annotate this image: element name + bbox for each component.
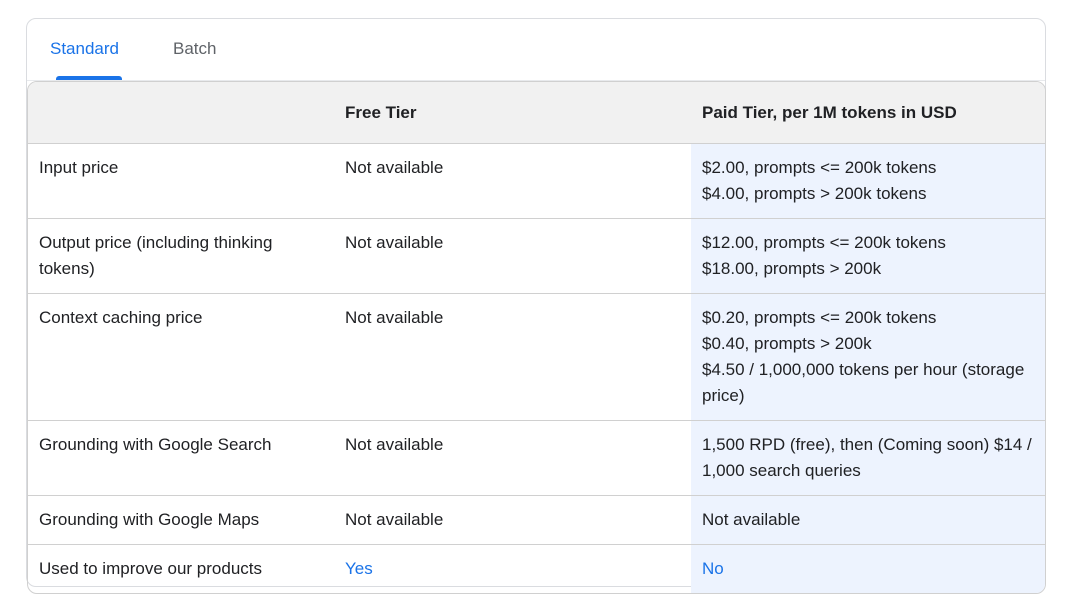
tab-batch[interactable]: Batch xyxy=(173,39,217,58)
table-row: Output price (including thinking tokens)… xyxy=(28,219,1045,294)
row-label: Context caching price xyxy=(28,294,334,421)
row-label: Used to improve our products xyxy=(28,545,334,593)
answer-link[interactable]: No xyxy=(702,559,724,578)
free-tier-cell: Yes xyxy=(334,545,691,593)
cell-text: Not available xyxy=(345,233,444,252)
free-tier-cell: Not available xyxy=(334,294,691,421)
paid-tier-cell: No xyxy=(691,545,1045,593)
cell-text: $0.20, prompts <= 200k tokens xyxy=(702,308,937,327)
header-free-tier: Free Tier xyxy=(334,82,691,144)
table-row: Used to improve our products Yes No xyxy=(28,545,1045,593)
cell-text: $12.00, prompts <= 200k tokens xyxy=(702,233,946,252)
answer-link[interactable]: Yes xyxy=(345,559,373,578)
cell-text: $18.00, prompts > 200k xyxy=(702,259,882,278)
free-tier-cell: Not available xyxy=(334,421,691,496)
cell-text: Not available xyxy=(345,510,444,529)
pricing-card: Standard Batch Free Tier Paid Tier, per … xyxy=(26,18,1046,594)
cell-text: Input price xyxy=(39,158,119,177)
cell-text: Output price (including thinking tokens) xyxy=(39,233,273,278)
cell-text: Not available xyxy=(345,158,444,177)
table-row: Grounding with Google Search Not availabl… xyxy=(28,421,1045,496)
paid-tier-cell: Not available xyxy=(691,496,1045,545)
paid-tier-cell: $2.00, prompts <= 200k tokens $4.00, prom… xyxy=(691,144,1045,219)
paid-tier-cell: $0.20, prompts <= 200k tokens $0.40, prom… xyxy=(691,294,1045,421)
cell-text: Not available xyxy=(702,510,801,529)
cell-text: Context caching price xyxy=(39,308,203,327)
row-label: Grounding with Google Search xyxy=(28,421,334,496)
cell-text: $0.40, prompts > 200k xyxy=(702,334,872,353)
header-paid-tier: Paid Tier, per 1M tokens in USD xyxy=(691,82,1045,144)
tab-standard[interactable]: Standard xyxy=(50,39,119,58)
table-header-row: Free Tier Paid Tier, per 1M tokens in US… xyxy=(28,82,1045,144)
cell-text: Grounding with Google Search xyxy=(39,435,272,454)
header-feature xyxy=(28,82,334,144)
free-tier-cell: Not available xyxy=(334,144,691,219)
pricing-table: Free Tier Paid Tier, per 1M tokens in US… xyxy=(27,81,1046,594)
active-tab-indicator xyxy=(56,76,122,80)
paid-tier-cell: $12.00, prompts <= 200k tokens $18.00, pr… xyxy=(691,219,1045,294)
free-tier-cell: Not available xyxy=(334,219,691,294)
cell-text: Grounding with Google Maps xyxy=(39,510,260,529)
row-label: Output price (including thinking tokens) xyxy=(28,219,334,294)
tab-bar: Standard Batch xyxy=(27,19,1045,81)
cell-text: Not available xyxy=(345,435,444,454)
paid-tier-cell: 1,500 RPD (free), then (Coming soon) $14… xyxy=(691,421,1045,496)
table-row: Context caching price Not available $0.20,… xyxy=(28,294,1045,421)
cell-text: $4.50 / 1,000,000 tokens per hour (stora… xyxy=(702,360,1025,405)
cell-text: Used to improve our products xyxy=(39,559,262,578)
free-tier-cell: Not available xyxy=(334,496,691,545)
row-label: Grounding with Google Maps xyxy=(28,496,334,545)
row-label: Input price xyxy=(28,144,334,219)
table-row: Input price Not available $2.00, prompts <… xyxy=(28,144,1045,219)
tab-divider xyxy=(27,80,1045,81)
cell-text: 1,500 RPD (free), then (Coming soon) $14… xyxy=(702,435,1032,480)
cell-text: $4.00, prompts > 200k tokens xyxy=(702,184,927,203)
cell-text: $2.00, prompts <= 200k tokens xyxy=(702,158,937,177)
cell-text: Not available xyxy=(345,308,444,327)
table-row: Grounding with Google Maps Not available N… xyxy=(28,496,1045,545)
